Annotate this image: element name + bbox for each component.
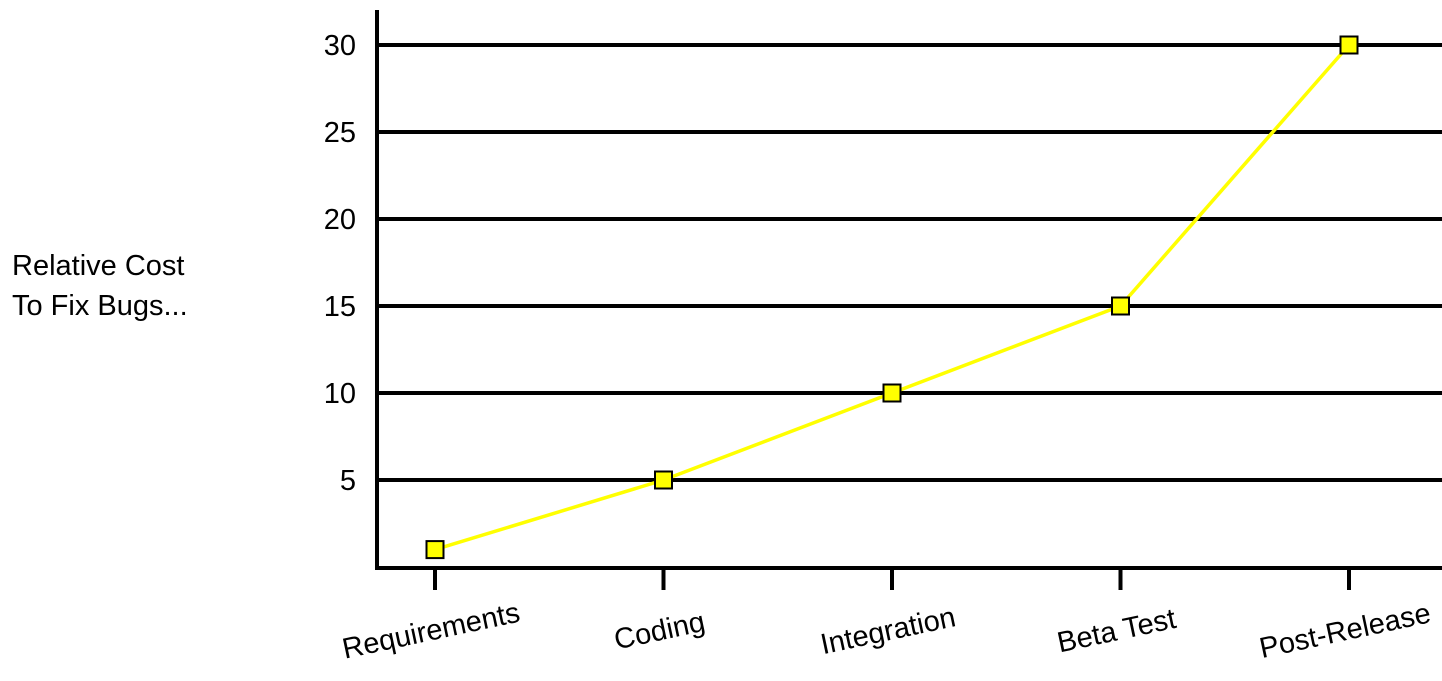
y-tick-label-5: 5 [340,465,356,497]
x-tick-label-beta-test: Beta Test [1054,603,1178,659]
y-tick-label-30: 30 [324,30,356,62]
y-tick-label-25: 25 [324,117,356,149]
data-point-post-release [1339,35,1359,55]
data-point-beta-test [1111,296,1130,316]
x-tick-label-coding: Coding [611,606,708,656]
y-tick-label-10: 10 [324,378,356,410]
series-line-0 [434,43,1351,552]
x-tick-label-requirements: Requirements [340,597,523,666]
x-tick-label-integration: Integration [818,601,959,661]
data-point-coding [654,470,673,490]
data-point-integration [882,383,902,403]
y-axis-label-line-1: Relative Cost [12,250,185,282]
x-tick-label-post-release: Post-Release [1257,597,1434,664]
y-axis-label-line-2: To Fix Bugs... [12,290,188,322]
y-tick-label-20: 20 [324,204,356,236]
y-tick-label-15: 15 [324,291,356,323]
data-point-requirements [425,540,445,560]
